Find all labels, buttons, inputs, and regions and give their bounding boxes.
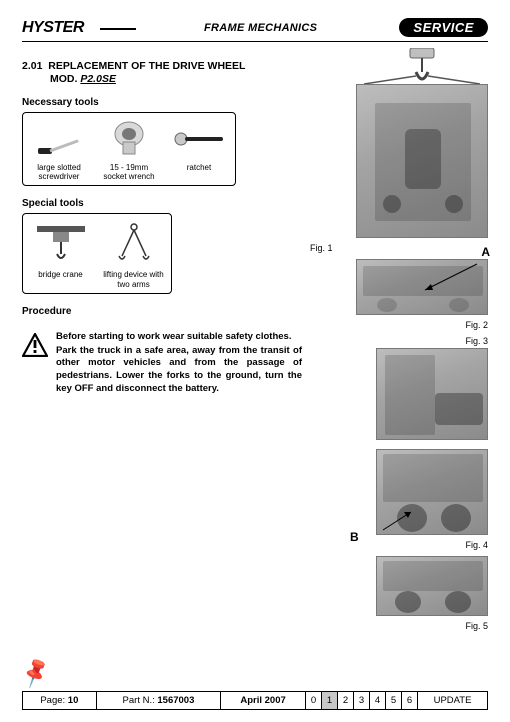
bridge-crane-icon — [27, 220, 94, 266]
screwdriver-icon — [27, 119, 91, 159]
tool-label: lifting device with — [100, 270, 167, 279]
figure-4-label: Fig. 4 — [308, 540, 488, 550]
figure-4-image — [376, 449, 488, 535]
crane-hook-icon — [356, 48, 488, 84]
tool-label: screwdriver — [27, 172, 91, 181]
tool-label: 15 - 19mm — [97, 163, 161, 172]
brand-logo: HYSTER — [22, 19, 122, 37]
procedure-line2: Park the truck in a safe area, away from… — [56, 345, 302, 396]
tool-label: two arms — [100, 280, 167, 289]
special-tools-box: bridge crane lifting device with two ar — [22, 213, 172, 293]
procedure-line1: Before starting to work wear suitable sa… — [56, 331, 302, 344]
footer-step-3: 3 — [354, 692, 370, 710]
tool-ratchet: ratchet — [167, 119, 231, 181]
footer-step-1: 1 — [322, 692, 338, 710]
callout-a: A — [481, 245, 490, 259]
tool-lifting-device: lifting device with two arms — [100, 220, 167, 288]
footer-page-cell: Page: 10 — [23, 692, 97, 710]
necessary-tools-box: large slotted screwdriver 15 - 19mm sock… — [22, 112, 236, 186]
figure-3-label: Fig. 3 — [308, 336, 488, 346]
socket-wrench-icon — [97, 119, 161, 159]
section-heading: 2.01 REPLACEMENT OF THE DRIVE WHEEL MOD.… — [22, 60, 302, 85]
ratchet-icon — [167, 119, 231, 159]
header-title: FRAME MECHANICS — [204, 22, 317, 34]
warning-icon — [22, 333, 48, 357]
figure-5-label: Fig. 5 — [308, 621, 488, 631]
model-name: P2.0SE — [80, 73, 116, 85]
tool-label: socket wrench — [97, 172, 161, 181]
figure-2: A Fig. 2 — [308, 259, 488, 330]
tool-label: bridge crane — [27, 270, 94, 279]
tool-screwdriver: large slotted screwdriver — [27, 119, 91, 181]
figure-3: Fig. 3 — [308, 336, 488, 443]
footer-update-cell: UPDATE — [418, 692, 488, 710]
footer-step-5: 5 — [386, 692, 402, 710]
header: HYSTER FRAME MECHANICS SERVICE — [22, 18, 488, 42]
tool-label: ratchet — [167, 163, 231, 172]
figure-5: Fig. 5 — [308, 556, 488, 631]
section-number: 2.01 — [22, 60, 42, 72]
footer-step-6: 6 — [402, 692, 418, 710]
footer-date-cell: April 2007 — [221, 692, 306, 710]
callout-b: B — [350, 530, 359, 544]
tool-bridge-crane: bridge crane — [27, 220, 94, 288]
tool-socket-wrench: 15 - 19mm socket wrench — [97, 119, 161, 181]
procedure-block: Before starting to work wear suitable sa… — [22, 331, 302, 396]
mod-label: MOD. — [50, 73, 77, 85]
figure-1: Fig. 1 — [308, 48, 488, 253]
figure-2-label: Fig. 2 — [308, 320, 488, 330]
lifting-device-icon — [100, 220, 167, 266]
figure-3-image — [376, 348, 488, 440]
special-tools-heading: Special tools — [22, 198, 302, 209]
footer-partn-cell: Part N.: 1567003 — [96, 692, 220, 710]
footer-step-0: 0 — [306, 692, 322, 710]
section-title: REPLACEMENT OF THE DRIVE WHEEL — [48, 60, 245, 72]
tool-label: large slotted — [27, 163, 91, 172]
figure-2-image — [356, 259, 488, 315]
figure-1-image — [356, 84, 488, 238]
figure-5-image — [376, 556, 488, 616]
service-badge: SERVICE — [399, 18, 488, 37]
necessary-tools-heading: Necessary tools — [22, 97, 302, 108]
procedure-heading: Procedure — [22, 306, 302, 317]
figure-1-label: Fig. 1 — [310, 243, 488, 253]
figure-4: B Fig. 4 — [308, 449, 488, 550]
footer-step-4: 4 — [370, 692, 386, 710]
footer-step-2: 2 — [338, 692, 354, 710]
footer: Page: 10 Part N.: 1567003 April 2007 0 1… — [22, 691, 488, 710]
